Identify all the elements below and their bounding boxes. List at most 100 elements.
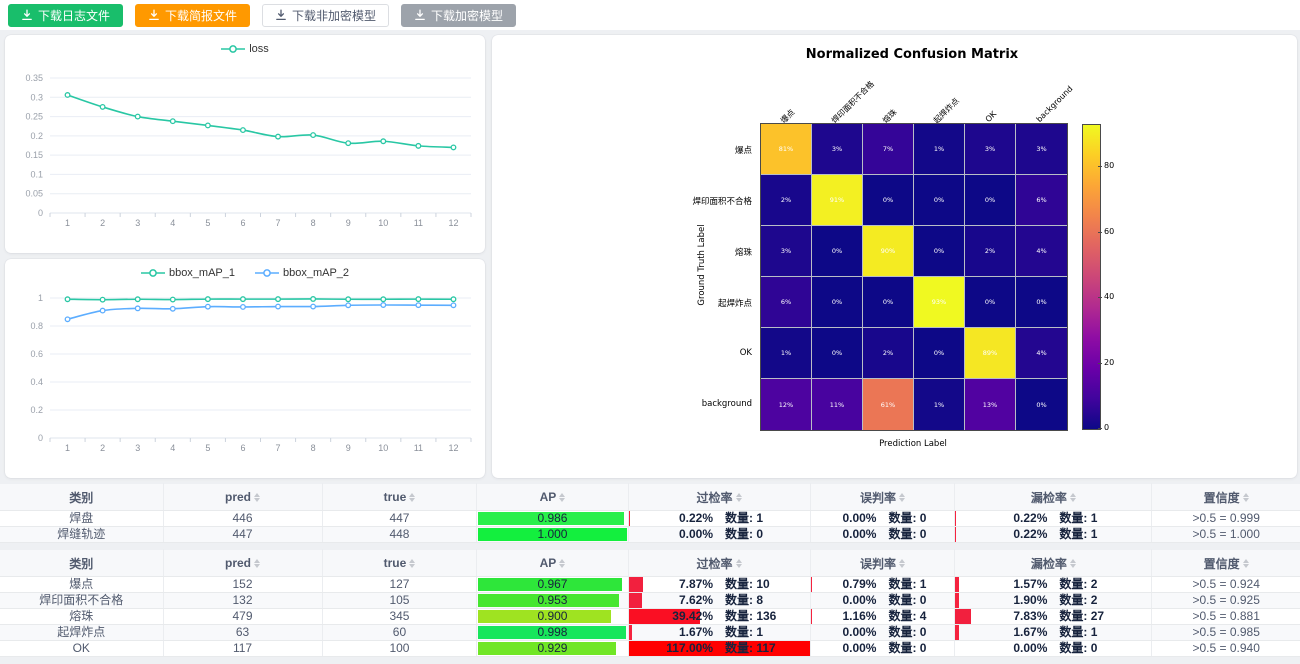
sort-icon[interactable]: [559, 492, 566, 502]
sort-asc-icon[interactable]: [1242, 492, 1249, 497]
download-log-button[interactable]: 下载日志文件: [8, 3, 124, 27]
sort-icon[interactable]: [254, 492, 261, 502]
confusion-matrix-cell: 0%: [914, 226, 965, 277]
sort-icon[interactable]: [1242, 492, 1249, 502]
sort-icon[interactable]: [898, 558, 905, 568]
sort-icon[interactable]: [409, 492, 416, 502]
svg-text:9: 9: [346, 443, 351, 453]
column-header-label: true: [383, 490, 407, 504]
cell-ap: 1.000: [476, 526, 629, 543]
column-header-content: 置信度: [1204, 489, 1249, 506]
sort-asc-icon[interactable]: [735, 558, 742, 563]
sort-asc-icon[interactable]: [735, 492, 742, 497]
column-header-过检率[interactable]: 过检率: [628, 549, 811, 577]
sort-asc-icon[interactable]: [1069, 492, 1076, 497]
sort-icon[interactable]: [1069, 558, 1076, 568]
sort-asc-icon[interactable]: [254, 492, 261, 497]
sort-asc-icon[interactable]: [409, 492, 416, 497]
rate-value: 0.79%: [842, 577, 877, 591]
column-header-误判率[interactable]: 误判率: [810, 483, 956, 511]
column-header-置信度[interactable]: 置信度: [1151, 483, 1300, 511]
confusion-matrix-column-label: background: [1034, 84, 1074, 124]
sort-desc-icon[interactable]: [1242, 497, 1249, 502]
legend-item-loss[interactable]: loss: [221, 43, 269, 55]
sort-desc-icon[interactable]: [409, 563, 416, 568]
column-header-true[interactable]: true: [322, 483, 478, 511]
sort-desc-icon[interactable]: [735, 563, 742, 568]
sort-desc-icon[interactable]: [735, 497, 742, 502]
confusion-matrix-card: Normalized Confusion Matrix Ground Truth…: [492, 35, 1297, 478]
cell-misjudge-rate: 1.16% 数量: 4: [810, 608, 956, 625]
sort-asc-icon[interactable]: [559, 558, 566, 563]
legend-item-bbox_mAP_2[interactable]: bbox_mAP_2: [255, 267, 349, 279]
sort-desc-icon[interactable]: [1069, 563, 1076, 568]
sort-desc-icon[interactable]: [1242, 563, 1249, 568]
download-encrypted-model-button[interactable]: 下载加密模型: [401, 3, 517, 27]
sort-asc-icon[interactable]: [898, 558, 905, 563]
sort-desc-icon[interactable]: [559, 497, 566, 502]
ap-bar: [478, 642, 616, 655]
table-head: 类别 pred true AP 过检率 误判率 漏检率 置信度: [0, 549, 1300, 577]
rate-bar: [628, 609, 700, 624]
column-header-误判率[interactable]: 误判率: [810, 549, 956, 577]
svg-text:1: 1: [65, 218, 70, 228]
column-header-AP[interactable]: AP: [476, 549, 629, 577]
column-header-true[interactable]: true: [322, 549, 478, 577]
sort-icon[interactable]: [409, 558, 416, 568]
column-header-置信度[interactable]: 置信度: [1151, 549, 1300, 577]
colorbar-tick: 60: [1097, 227, 1114, 236]
svg-text:0.4: 0.4: [30, 377, 43, 387]
confusion-matrix-row-label: 熔珠: [734, 247, 752, 258]
column-header-pred[interactable]: pred: [163, 549, 323, 577]
sort-icon[interactable]: [1242, 558, 1249, 568]
column-header-label: 置信度: [1203, 490, 1240, 505]
sort-asc-icon[interactable]: [254, 558, 261, 563]
colorbar-tick: 20: [1097, 358, 1114, 367]
download-report-button[interactable]: 下载简报文件: [135, 3, 251, 27]
sort-icon[interactable]: [735, 558, 742, 568]
download-plain-model-button[interactable]: 下载非加密模型: [262, 3, 390, 27]
confusion-matrix-cell: 90%: [863, 226, 914, 277]
rate-content: 0.00% 数量: 0: [811, 625, 954, 640]
confusion-matrix-row-label: OK: [739, 347, 752, 358]
column-header-label: 漏检率: [1030, 490, 1067, 505]
sort-desc-icon[interactable]: [254, 497, 261, 502]
column-header-content: pred: [225, 556, 261, 570]
sort-desc-icon[interactable]: [559, 563, 566, 568]
colorbar-tick: 80: [1097, 162, 1114, 170]
sort-desc-icon[interactable]: [898, 563, 905, 568]
sort-icon[interactable]: [559, 558, 566, 568]
column-header-pred[interactable]: pred: [163, 483, 323, 511]
sort-asc-icon[interactable]: [1242, 558, 1249, 563]
column-header-content: 类别: [69, 555, 93, 572]
sort-desc-icon[interactable]: [898, 497, 905, 502]
ap-value: 0.967: [537, 577, 568, 591]
rate-count: 数量: 1: [725, 625, 764, 639]
sort-icon[interactable]: [1069, 492, 1076, 502]
rate-content: 0.00% 数量: 0: [811, 593, 954, 608]
sort-asc-icon[interactable]: [898, 492, 905, 497]
sort-desc-icon[interactable]: [1069, 497, 1076, 502]
rate-value: 0.00%: [842, 641, 877, 655]
ap-bar: [478, 610, 612, 623]
column-header-label: AP: [539, 556, 557, 570]
rate-bar: [628, 593, 643, 608]
confusion-matrix-cell: 0%: [1016, 379, 1067, 430]
column-header-AP[interactable]: AP: [476, 483, 629, 511]
sort-asc-icon[interactable]: [1069, 558, 1076, 563]
column-header-漏检率[interactable]: 漏检率: [954, 483, 1153, 511]
rate-content: 1.16% 数量: 4: [811, 609, 954, 624]
legend-item-bbox_mAP_1[interactable]: bbox_mAP_1: [140, 267, 235, 279]
sort-icon[interactable]: [254, 558, 261, 568]
sort-icon[interactable]: [735, 492, 742, 502]
sort-desc-icon[interactable]: [254, 563, 261, 568]
column-header-过检率[interactable]: 过检率: [628, 483, 811, 511]
sort-desc-icon[interactable]: [409, 497, 416, 502]
column-header-漏检率[interactable]: 漏检率: [954, 549, 1153, 577]
svg-text:3: 3: [135, 443, 140, 453]
column-header-content: 过检率: [696, 555, 742, 572]
confusion-matrix-cell: 0%: [914, 328, 965, 379]
sort-asc-icon[interactable]: [409, 558, 416, 563]
sort-asc-icon[interactable]: [559, 492, 566, 497]
sort-icon[interactable]: [898, 492, 905, 502]
